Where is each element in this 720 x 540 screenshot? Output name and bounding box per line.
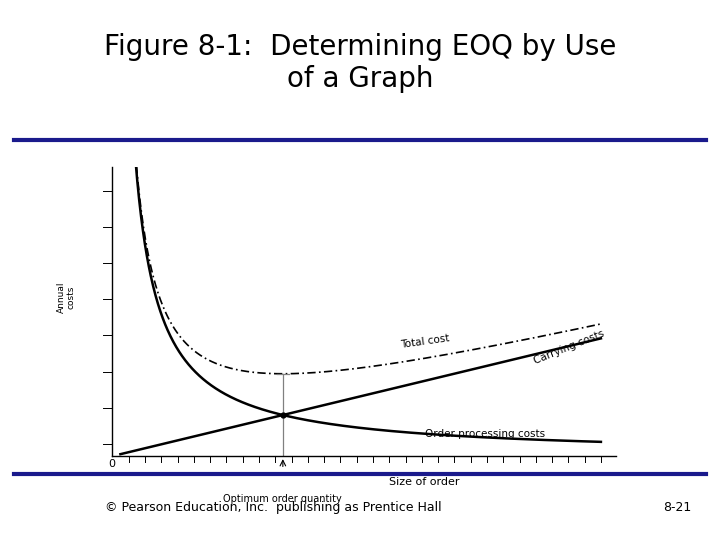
Text: 8-21: 8-21	[663, 501, 691, 514]
Text: Optimum order quantity: Optimum order quantity	[223, 494, 342, 504]
Text: Size of order: Size of order	[389, 476, 459, 487]
Text: Carrying costs: Carrying costs	[532, 329, 606, 366]
Text: Order processing costs: Order processing costs	[425, 429, 545, 439]
Text: Figure 8-1:  Determining EOQ by Use
of a Graph: Figure 8-1: Determining EOQ by Use of a …	[104, 33, 616, 93]
Text: Total cost: Total cost	[400, 333, 450, 350]
Text: © Pearson Education, Inc.  publishing as Prentice Hall: © Pearson Education, Inc. publishing as …	[105, 501, 442, 514]
Text: Annual
costs: Annual costs	[57, 282, 76, 313]
